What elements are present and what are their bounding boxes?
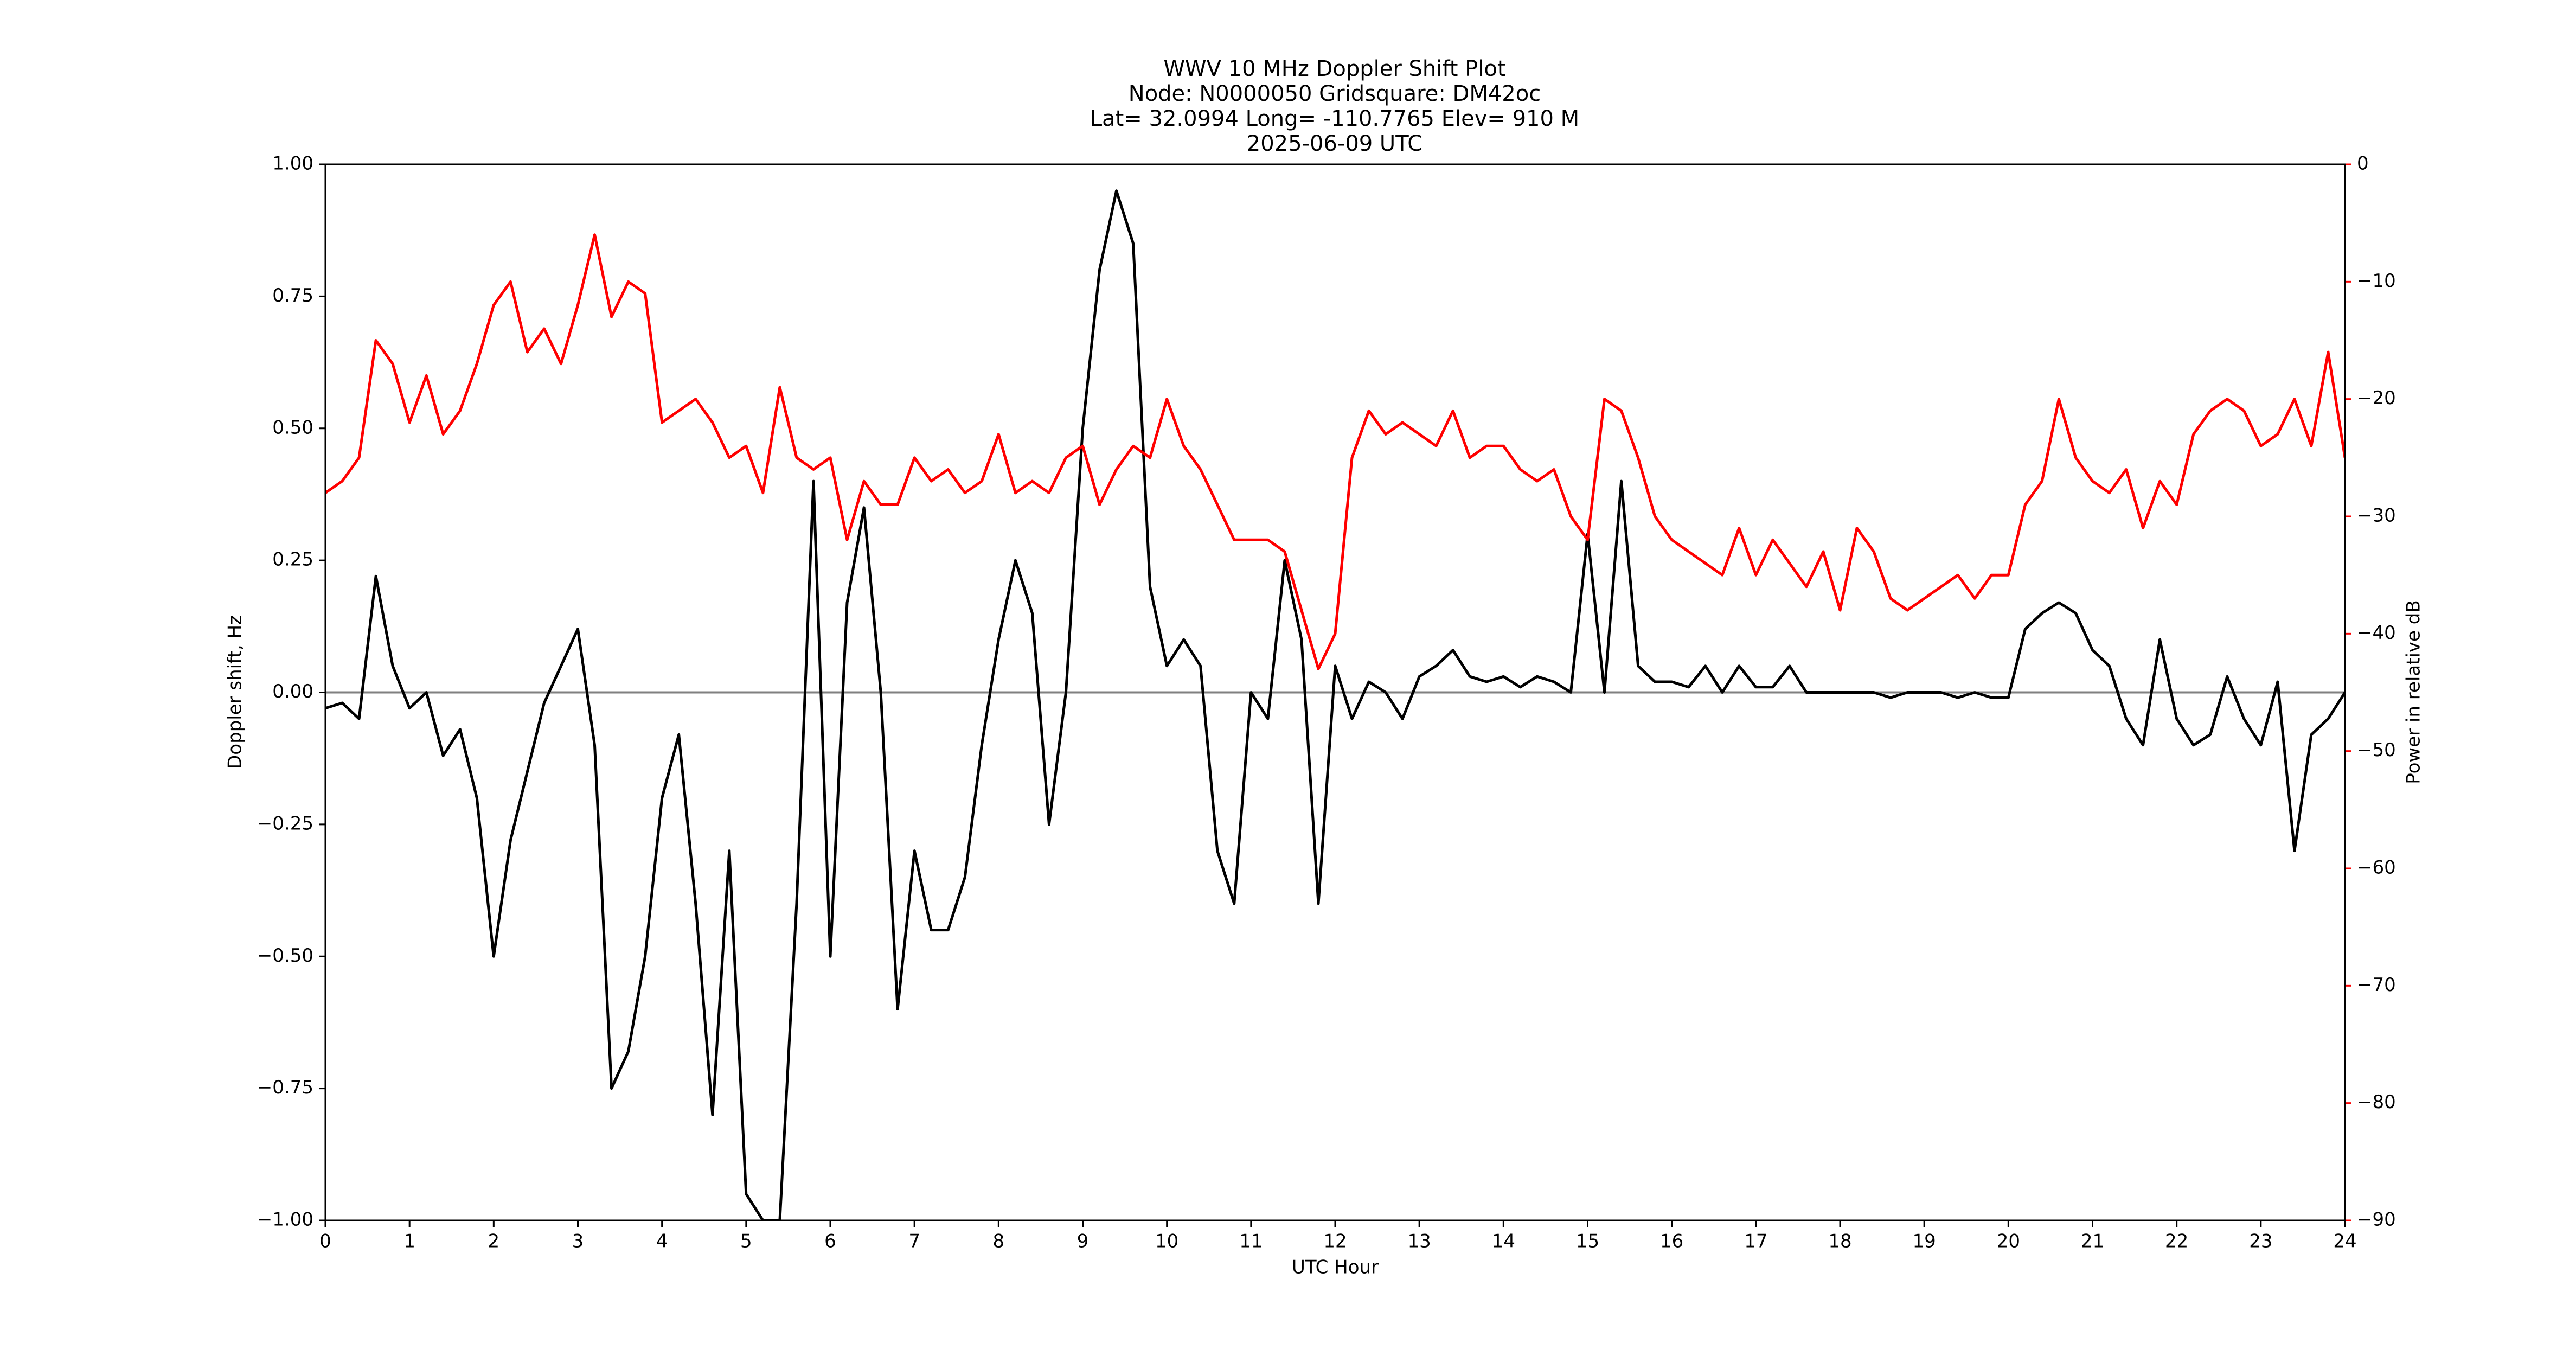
x-tick-label: 13 — [1408, 1231, 1431, 1252]
x-tick-label: 2 — [488, 1231, 500, 1252]
data-line — [325, 189, 2345, 1220]
y-tick-label: 0.00 — [272, 681, 313, 702]
x-tick-label: 10 — [1155, 1231, 1178, 1252]
y2-axis-label: Power in relative dB — [2403, 600, 2425, 784]
x-tick-label: 11 — [1239, 1231, 1263, 1252]
y2-tick-label: −20 — [2357, 387, 2396, 409]
chart-subtitle: 2025-06-09 UTC — [1247, 131, 1422, 156]
y-tick-label: 0.25 — [272, 549, 313, 571]
y-tick-label: −0.50 — [257, 945, 313, 967]
x-tick-label: 5 — [740, 1231, 752, 1252]
y-tick-label: −0.75 — [257, 1077, 313, 1098]
x-tick-label: 17 — [1744, 1231, 1767, 1252]
y2-tick-label: 0 — [2357, 153, 2369, 175]
y2-tick-label: −80 — [2357, 1091, 2396, 1113]
x-tick-label: 3 — [572, 1231, 584, 1252]
x-tick-label: 0 — [319, 1231, 331, 1252]
x-axis-label: UTC Hour — [1292, 1257, 1379, 1278]
x-tick-label: 18 — [1828, 1231, 1851, 1252]
x-tick-label: 1 — [403, 1231, 415, 1252]
chart-subtitle: Node: N0000050 Gridsquare: DM42oc — [1129, 81, 1541, 106]
x-tick-label: 22 — [2165, 1231, 2188, 1252]
y2-tick-label: −50 — [2357, 739, 2396, 761]
y2-tick-label: −40 — [2357, 622, 2396, 644]
y-tick-label: 0.50 — [272, 417, 313, 438]
x-tick-label: 4 — [656, 1231, 668, 1252]
x-tick-label: 16 — [1660, 1231, 1683, 1252]
y2-tick-label: −30 — [2357, 505, 2396, 527]
x-tick-label: 23 — [2249, 1231, 2272, 1252]
x-tick-label: 6 — [824, 1231, 836, 1252]
y-axis-label: Doppler shift, Hz — [225, 615, 246, 769]
plot-frame — [324, 163, 2346, 1221]
chart-subtitle: Lat= 32.0994 Long= -110.7765 Elev= 910 M — [1090, 106, 1579, 131]
x-tick-label: 8 — [993, 1231, 1005, 1252]
x-tick-label: 21 — [2081, 1231, 2104, 1252]
y-tick-label: −0.25 — [257, 813, 313, 834]
y-tick-label: 1.00 — [272, 153, 313, 175]
y2-tick-label: −90 — [2357, 1209, 2396, 1231]
y2-tick-label: −70 — [2357, 974, 2396, 996]
chart-title: WWV 10 MHz Doppler Shift Plot — [1163, 56, 1505, 81]
y2-tick-label: −10 — [2357, 270, 2396, 292]
x-tick-label: 15 — [1576, 1231, 1599, 1252]
x-tick-label: 20 — [1997, 1231, 2020, 1252]
y-tick-label: −1.00 — [257, 1209, 313, 1231]
x-tick-label: 7 — [908, 1231, 920, 1252]
y2-tick-label: −60 — [2357, 857, 2396, 879]
y-tick-label: 0.75 — [272, 285, 313, 306]
x-tick-label: 12 — [1323, 1231, 1347, 1252]
x-tick-label: 9 — [1077, 1231, 1089, 1252]
x-tick-label: 14 — [1492, 1231, 1515, 1252]
data-line — [325, 233, 2345, 670]
x-tick-label: 19 — [1913, 1231, 1936, 1252]
x-tick-label: 24 — [2333, 1231, 2356, 1252]
